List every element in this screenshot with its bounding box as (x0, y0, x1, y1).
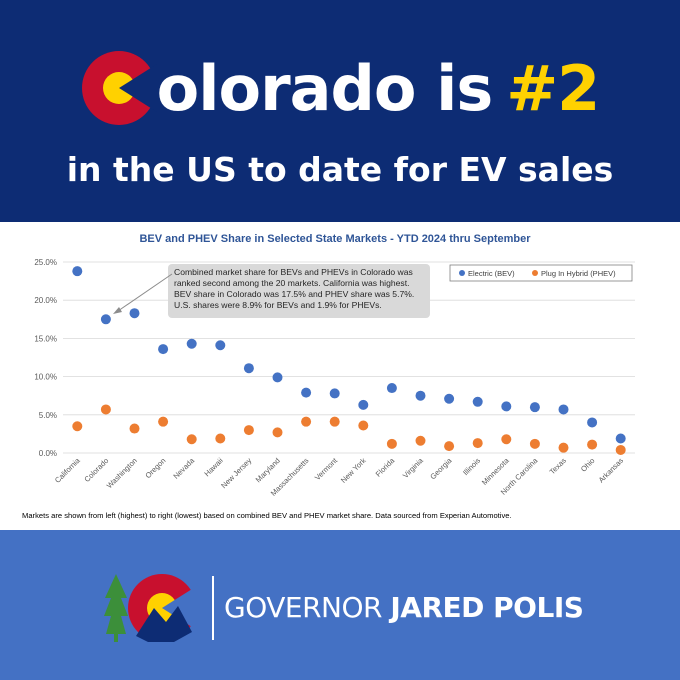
phev-point-california (72, 421, 83, 432)
bev-point-north-carolina (529, 402, 540, 413)
legend-marker-phev (532, 270, 538, 276)
bev-point-vermont (329, 388, 340, 399)
phev-point-nevada (186, 434, 197, 445)
x-tick-label: Illinois (461, 456, 482, 477)
y-tick-label: 5.0% (39, 411, 57, 420)
phev-point-oregon (158, 416, 169, 427)
legend-label-bev: Electric (BEV) (468, 269, 515, 278)
phev-point-maryland (272, 427, 283, 438)
phev-point-ohio (587, 439, 598, 450)
phev-point-florida (386, 438, 397, 449)
x-tick-label: Vermont (313, 455, 340, 482)
x-tick-label: Oregon (143, 456, 167, 480)
y-tick-label: 20.0% (34, 296, 57, 305)
annotation-line-3: BEV share in Colorado was 17.5% and PHEV… (174, 289, 414, 299)
x-tick-label: Washington (105, 456, 139, 490)
x-tick-label: Florida (374, 455, 397, 478)
phev-point-virginia (415, 435, 426, 446)
phev-point-hawaii (215, 433, 226, 444)
phev-point-north-carolina (529, 438, 540, 449)
x-tick-label: New Jersey (219, 456, 253, 490)
y-tick-label: 25.0% (34, 258, 57, 267)
annotation-line-1: Combined market share for BEVs and PHEVs… (174, 267, 413, 277)
footer-divider (212, 576, 214, 640)
x-tick-label: Arkansas (597, 456, 626, 485)
x-tick-label: Georgia (428, 455, 454, 481)
x-tick-label: Nevada (171, 455, 196, 480)
phev-point-arkansas (615, 444, 626, 455)
x-tick-label: Hawaii (202, 456, 225, 479)
footer-governor-name: GOVERNOR JARED POLIS (224, 591, 584, 624)
legend-marker-bev (459, 270, 465, 276)
y-tick-label: 0.0% (39, 449, 57, 458)
bev-point-maryland (272, 372, 283, 383)
annotation-line-2: ranked second among the 20 markets. Cali… (174, 278, 410, 288)
bev-point-hawaii (215, 340, 226, 351)
x-tick-label: Ohio (579, 456, 597, 474)
phev-point-minnesota (501, 434, 512, 445)
bev-point-florida (386, 383, 397, 394)
x-tick-label: Texas (548, 456, 568, 476)
bev-point-california (72, 266, 83, 277)
bev-point-minnesota (501, 401, 512, 412)
bev-point-colorado (100, 314, 111, 325)
bev-point-ohio (587, 417, 598, 428)
bev-point-oregon (158, 344, 169, 355)
headline-text: olorado is (156, 51, 494, 125)
headline: olorado is #2 (0, 50, 680, 131)
chart-footnote: Markets are shown from left (highest) to… (22, 511, 512, 520)
phev-point-colorado (100, 404, 111, 415)
x-tick-label: California (53, 455, 82, 484)
bev-point-georgia (444, 393, 455, 404)
scatter-chart: BEV and PHEV Share in Selected State Mar… (22, 233, 635, 520)
bev-point-new-jersey (243, 363, 254, 374)
annotation-arrowhead (113, 307, 122, 314)
x-tick-label: Maryland (254, 456, 282, 484)
x-tick-label: Virginia (401, 455, 426, 480)
y-tick-label: 15.0% (34, 334, 57, 343)
phev-point-georgia (444, 441, 455, 452)
subheadline: in the US to date for EV sales (66, 150, 614, 189)
y-tick-label: 10.0% (34, 373, 57, 382)
annotation-arrow (117, 273, 173, 312)
annotation-line-4: U.S. shares were 8.9% for BEVs and 1.9% … (174, 300, 382, 310)
phev-point-new-jersey (243, 425, 254, 436)
chart-legend: Electric (BEV) Plug In Hybrid (PHEV) (449, 264, 633, 282)
chart-panel: BEV and PHEV Share in Selected State Mar… (0, 222, 680, 530)
chart-annotation: Combined market share for BEVs and PHEVs… (113, 264, 430, 318)
phev-point-vermont (329, 416, 340, 427)
footer-name-prefix: GOVERNOR (224, 591, 382, 624)
colorado-governor-logo-icon (104, 574, 200, 642)
x-tick-label: Colorado (82, 456, 110, 484)
phev-point-texas (558, 442, 569, 453)
bev-point-texas (558, 404, 569, 415)
phev-point-washington (129, 423, 140, 434)
bev-point-illinois (472, 396, 483, 407)
legend-label-phev: Plug In Hybrid (PHEV) (541, 269, 616, 278)
bev-point-new-york (358, 399, 369, 410)
chart-title: BEV and PHEV Share in Selected State Mar… (139, 233, 531, 245)
bev-point-arkansas (615, 433, 626, 444)
bev-point-virginia (415, 390, 426, 401)
x-tick-label: New York (339, 456, 368, 485)
bev-point-nevada (186, 338, 197, 349)
colorado-c-logo-icon (81, 51, 157, 125)
bev-point-washington (129, 308, 140, 319)
phev-point-massachusetts (301, 416, 312, 427)
headline-rank: #2 (506, 51, 600, 125)
phev-point-new-york (358, 420, 369, 431)
bev-point-massachusetts (301, 387, 312, 398)
phev-point-illinois (472, 438, 483, 449)
footer-name-bold: JARED POLIS (390, 591, 584, 624)
